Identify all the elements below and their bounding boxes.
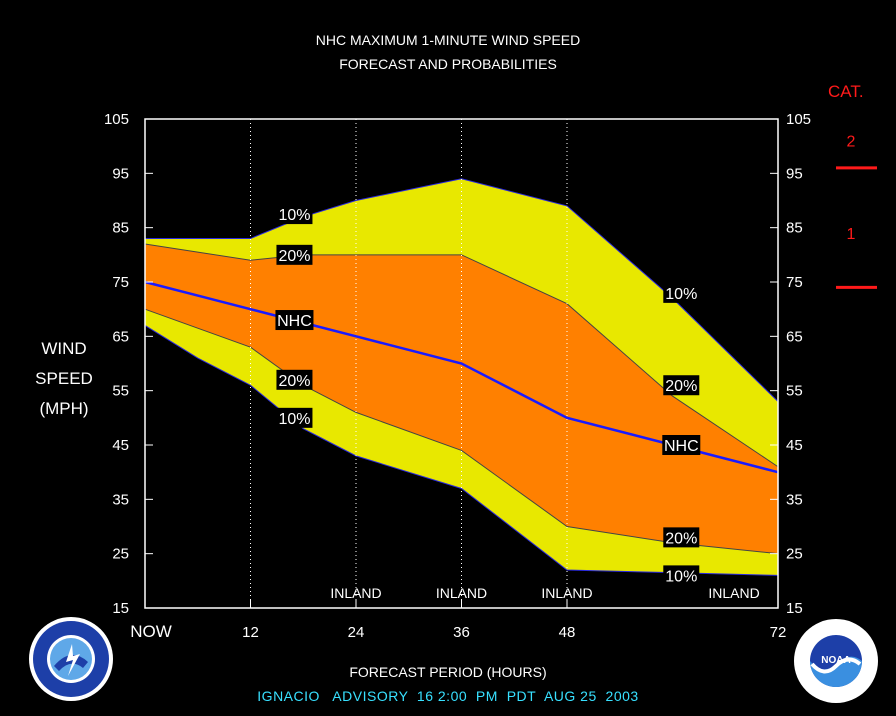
annotation-label: 10% [278,411,310,428]
annotation-label: 20% [665,530,697,547]
annotation-label: 10% [278,207,310,224]
annotation-box [276,244,313,265]
x-tick-label: NOW [130,622,172,641]
x-tick-label: 24 [348,624,365,641]
annotation-label: 20% [278,373,310,390]
annotation-label: NHC [277,313,312,330]
annotation-box [662,435,701,455]
annotation-box [276,407,313,428]
y-tick-label-right: 15 [786,600,803,617]
band-1-lower-edge [144,308,779,555]
y-tick-label-right: 55 [786,383,803,400]
annotation-box [276,204,313,225]
category-title: CAT. [828,82,864,101]
y-tick-label-left: 95 [112,165,129,182]
y-tick-label-left: 65 [112,328,129,345]
annotation-label: 10% [665,568,697,585]
y-tick-label-left: 105 [104,111,129,128]
inland-label: INLAND [436,585,487,601]
category-label: 2 [847,134,856,151]
y-tick-label-right: 35 [786,491,803,508]
y-tick-label-left: 35 [112,491,129,508]
x-axis-label: FORECAST PERIOD (HOURS) [349,664,547,680]
annotation-box [663,282,700,303]
y-tick-label-right: 75 [786,274,803,291]
x-tick-label: 12 [242,624,259,641]
annotation-label: 10% [665,286,697,303]
x-tick-label: 72 [770,624,787,641]
annotation-box [663,565,700,586]
inland-label: INLAND [541,585,592,601]
band-1-upper-edge [144,243,779,468]
y-tick-label-left: 75 [112,274,129,291]
y-tick-label-right: 85 [786,220,803,237]
y-axis-label-line-1: WIND [41,339,87,358]
annotation-label: 20% [665,378,697,395]
y-axis-label-line-3: (MPH) [39,399,89,418]
svg-text:NOAA: NOAA [821,655,850,666]
annotation-box [663,375,700,396]
x-tick-label: 48 [559,624,576,641]
annotation-box [275,310,314,331]
inland-label: INLAND [708,585,759,601]
chart-subtitle: FORECAST AND PROBABILITIES [339,56,557,72]
inland-label: INLAND [330,585,381,601]
y-axis-label-line-2: SPEED [35,369,93,388]
y-tick-label-right: 45 [786,437,803,454]
annotation-box [276,369,313,390]
annotation-label: NHC [664,438,699,455]
y-tick-label-left: 55 [112,383,129,400]
category-label: 1 [847,226,856,243]
y-tick-label-left: 25 [112,546,129,563]
nws-logo [29,617,113,701]
y-tick-label-left: 85 [112,220,129,237]
noaa-logo: NOAA [794,619,878,703]
y-tick-label-left: 15 [112,600,129,617]
y-tick-label-right: 105 [786,111,811,128]
annotation-label: 20% [278,248,310,265]
x-tick-label: 36 [453,624,470,641]
annotation-box [663,527,700,548]
y-tick-label-right: 95 [786,165,803,182]
y-tick-label-right: 65 [786,328,803,345]
chart-title: NHC MAXIMUM 1-MINUTE WIND SPEED [315,32,581,48]
y-tick-label-right: 25 [786,546,803,563]
advisory-line: IGNACIO ADVISORY 16 2:00 PM PDT AUG 25 2… [257,688,639,704]
series-line-nhc [144,280,779,474]
band-0-upper-edge [145,178,779,402]
y-tick-label-left: 45 [112,437,129,454]
